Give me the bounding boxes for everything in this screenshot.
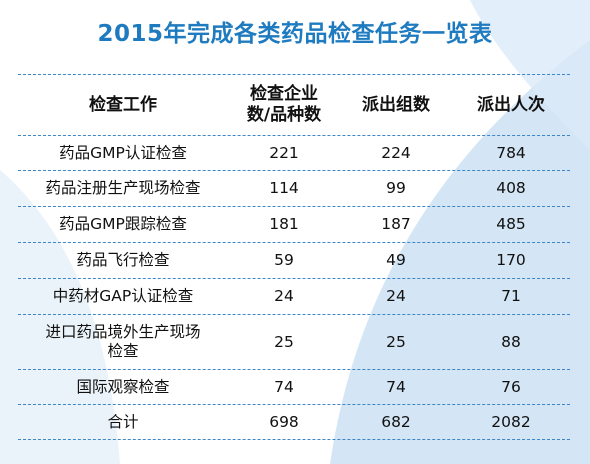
header-persons: 派出人次 <box>477 94 545 115</box>
row-groups: 187 <box>381 215 411 233</box>
row-persons: 170 <box>496 251 526 269</box>
table-row: 药品注册生产现场检查 114 99 408 <box>18 171 570 207</box>
row-persons: 88 <box>501 332 521 351</box>
row-name: 药品注册生产现场检查 <box>45 179 201 197</box>
header-groups: 派出组数 <box>362 94 430 115</box>
row-name-line1: 进口药品境外生产现场 <box>45 323 201 341</box>
row-persons: 485 <box>496 215 526 233</box>
row-name: 药品飞行检查 <box>76 251 170 269</box>
row-name: 进口药品境外生产现场 检查 <box>18 323 228 361</box>
header-inspection-work: 检查工作 <box>89 94 157 115</box>
table-row: 国际观察检查 74 74 76 <box>18 370 570 405</box>
row-persons: 408 <box>496 179 526 197</box>
header-companies-line2: 数/品种数 <box>246 105 322 125</box>
row-persons: 71 <box>501 287 521 305</box>
row-groups: 99 <box>386 179 406 197</box>
page-title: 2015年完成各类药品检查任务一览表 <box>97 21 493 47</box>
row-groups: 49 <box>386 251 406 269</box>
header-companies: 检查企业 数/品种数 <box>228 84 340 126</box>
row-companies: 181 <box>269 215 299 233</box>
row-name: 中药材GAP认证检查 <box>52 287 194 305</box>
inspection-table: 检查工作 检查企业 数/品种数 派出组数 派出人次 药品GMP认证检查 221 … <box>18 74 570 440</box>
row-companies: 221 <box>269 143 299 162</box>
row-persons: 784 <box>496 143 526 162</box>
table-row: 药品GMP跟踪检查 181 187 485 <box>18 207 570 243</box>
table-row: 药品GMP认证检查 221 224 784 <box>18 136 570 171</box>
row-name: 药品GMP跟踪检查 <box>59 215 187 233</box>
row-name: 合计 <box>107 412 139 431</box>
row-groups: 24 <box>386 287 406 305</box>
row-name-line2: 检查 <box>107 342 139 360</box>
row-companies: 25 <box>274 332 294 351</box>
row-persons: 2082 <box>491 412 531 431</box>
row-companies: 74 <box>274 377 294 396</box>
row-name: 药品GMP认证检查 <box>59 143 187 162</box>
row-persons: 76 <box>501 377 521 396</box>
row-groups: 25 <box>386 332 406 351</box>
table-header: 检查工作 检查企业 数/品种数 派出组数 派出人次 <box>18 74 570 136</box>
row-name: 国际观察检查 <box>76 377 170 396</box>
row-companies: 59 <box>274 251 294 269</box>
row-companies: 24 <box>274 287 294 305</box>
row-companies: 698 <box>269 412 299 431</box>
header-companies-line1: 检查企业 <box>250 84 318 104</box>
row-groups: 74 <box>386 377 406 396</box>
table-row-total: 合计 698 682 2082 <box>18 405 570 440</box>
table-row: 进口药品境外生产现场 检查 25 25 88 <box>18 315 570 370</box>
table-row: 中药材GAP认证检查 24 24 71 <box>18 279 570 315</box>
table-row: 药品飞行检查 59 49 170 <box>18 243 570 279</box>
row-groups: 682 <box>381 412 411 431</box>
row-companies: 114 <box>269 179 299 197</box>
row-groups: 224 <box>381 143 411 162</box>
